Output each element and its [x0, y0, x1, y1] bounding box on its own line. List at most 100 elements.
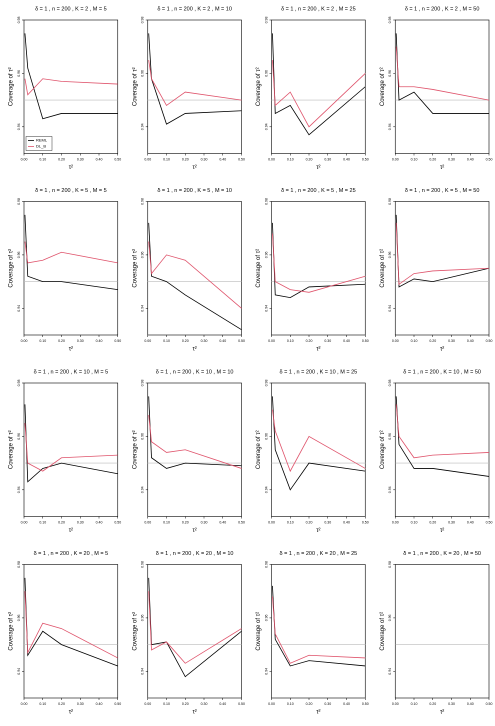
- x-tick-label: 0.10: [39, 339, 46, 343]
- panel-title: δ = 1 , n = 200 , K = 10 , M = 25: [280, 369, 358, 375]
- x-tick-label: 0.50: [362, 520, 369, 524]
- series-line: [272, 60, 366, 128]
- series-line: [148, 591, 242, 664]
- x-tick-label: 0.20: [182, 702, 189, 706]
- x-tick-label: 0.10: [411, 520, 418, 524]
- x-tick-label: 0.20: [429, 157, 436, 161]
- x-tick-label: 0.20: [58, 339, 65, 343]
- x-tick-label: 0.00: [21, 702, 28, 706]
- x-tick-label: 0.30: [77, 157, 84, 161]
- x-tick-label: 0.10: [411, 339, 418, 343]
- x-tick-label: 0.50: [486, 339, 493, 343]
- y-axis-label: Coverage of τ²: [132, 67, 138, 106]
- x-axis-label: τ²: [316, 165, 320, 171]
- x-tick-label: 0.40: [96, 702, 103, 706]
- panel-title: δ = 1 , n = 200 , K = 20 , M = 10: [156, 551, 234, 557]
- x-tick-label: 0.30: [324, 157, 331, 161]
- plot-frame: [147, 382, 242, 517]
- x-tick-label: 0.50: [114, 520, 121, 524]
- y-tick-label: 0.98: [388, 17, 392, 24]
- panel-title: δ = 1 , n = 200 , K = 10 , M = 5: [34, 369, 109, 375]
- x-tick-label: 0.40: [96, 339, 103, 343]
- y-tick-label: 0.94: [141, 486, 145, 493]
- series-line: [272, 585, 366, 667]
- legend-box: [25, 136, 53, 151]
- x-tick-label: 0.00: [268, 157, 275, 161]
- panel: δ = 1 , n = 200 , K = 20 , M = 5 0.00 0.10…: [9, 551, 122, 716]
- x-tick-label: 0.20: [58, 520, 65, 524]
- x-tick-label: 0.20: [429, 520, 436, 524]
- plot-frame: [23, 564, 119, 699]
- x-tick-label: 0.30: [201, 339, 208, 343]
- x-tick-label: 0.40: [96, 520, 103, 524]
- x-tick-label: 0.00: [392, 702, 399, 706]
- x-axis-label: τ²: [69, 347, 73, 353]
- plot-frame: [394, 201, 490, 336]
- series-line: [272, 409, 366, 473]
- y-tick-label: 0.94: [17, 123, 21, 130]
- x-tick-label: 0.30: [448, 339, 455, 343]
- y-tick-label: 0.98: [264, 17, 268, 24]
- y-tick-label: 0.96: [141, 70, 145, 77]
- x-axis-label: τ²: [316, 710, 320, 716]
- y-axis-label: Coverage of τ²: [132, 612, 138, 651]
- y-axis-label: Coverage of τ²: [9, 67, 15, 106]
- x-tick-label: 0.40: [96, 157, 103, 161]
- panel: δ = 1 , n = 200 , K = 10 , M = 10 0.00 0.1…: [132, 369, 245, 534]
- series-line: [272, 222, 366, 299]
- panel: δ = 1 , n = 200 , K = 2 , M = 5 0.00 0.10 0…: [9, 6, 122, 171]
- y-tick-label: 0.98: [17, 561, 21, 568]
- y-axis-label: Coverage of τ²: [380, 67, 386, 106]
- x-tick-label: 0.50: [486, 702, 493, 706]
- x-axis-label: τ²: [192, 528, 196, 534]
- legend-label: DL_B: [36, 144, 46, 149]
- y-axis-label: Coverage of τ²: [132, 249, 138, 288]
- y-tick-label: 0.98: [141, 561, 145, 568]
- series-line: [272, 396, 366, 491]
- x-tick-label: 0.50: [362, 157, 369, 161]
- series-line: [148, 33, 242, 125]
- y-tick-label: 0.94: [141, 305, 145, 312]
- x-tick-label: 0.40: [343, 702, 350, 706]
- series-line: [148, 222, 242, 331]
- y-tick-label: 0.96: [264, 251, 268, 258]
- x-axis-label: τ²: [316, 528, 320, 534]
- x-tick-label: 0.30: [448, 157, 455, 161]
- series-line: [272, 596, 366, 664]
- y-tick-label: 0.94: [388, 486, 392, 493]
- x-tick-label: 0.40: [219, 702, 226, 706]
- x-tick-label: 0.30: [77, 702, 84, 706]
- plot-frame: [394, 382, 490, 517]
- series-line: [24, 577, 118, 667]
- y-axis-label: Coverage of τ²: [256, 430, 262, 469]
- x-axis-label: τ²: [440, 710, 444, 716]
- x-tick-label: 0.10: [163, 339, 170, 343]
- y-tick-label: 0.98: [17, 17, 21, 24]
- x-tick-label: 0.10: [163, 520, 170, 524]
- y-tick-label: 0.94: [17, 668, 21, 675]
- x-tick-label: 0.30: [324, 702, 331, 706]
- y-tick-label: 0.96: [388, 251, 392, 258]
- y-tick-label: 0.98: [141, 17, 145, 24]
- x-tick-label: 0.00: [268, 520, 275, 524]
- y-axis-label: Coverage of τ²: [9, 249, 15, 288]
- panel: δ = 1 , n = 200 , K = 10 , M = 25 0.00 0.1…: [256, 369, 369, 534]
- x-tick-label: 0.00: [144, 157, 151, 161]
- panel-title: δ = 1 , n = 200 , K = 5 , M = 5: [35, 188, 107, 194]
- x-tick-label: 0.00: [21, 157, 28, 161]
- plot-frame: [23, 382, 119, 517]
- x-tick-label: 0.50: [238, 520, 245, 524]
- x-tick-label: 0.20: [429, 702, 436, 706]
- y-tick-label: 0.98: [388, 380, 392, 387]
- panel-title: δ = 1 , n = 200 , K = 10 , M = 50: [403, 369, 481, 375]
- y-tick-label: 0.96: [388, 614, 392, 621]
- x-tick-label: 0.20: [306, 339, 313, 343]
- x-tick-label: 0.10: [411, 157, 418, 161]
- x-tick-label: 0.40: [343, 157, 350, 161]
- x-axis-label: τ²: [440, 528, 444, 534]
- x-tick-label: 0.50: [114, 702, 121, 706]
- y-axis-label: Coverage of τ²: [380, 249, 386, 288]
- plot-frame: [147, 564, 242, 699]
- x-tick-label: 0.20: [182, 157, 189, 161]
